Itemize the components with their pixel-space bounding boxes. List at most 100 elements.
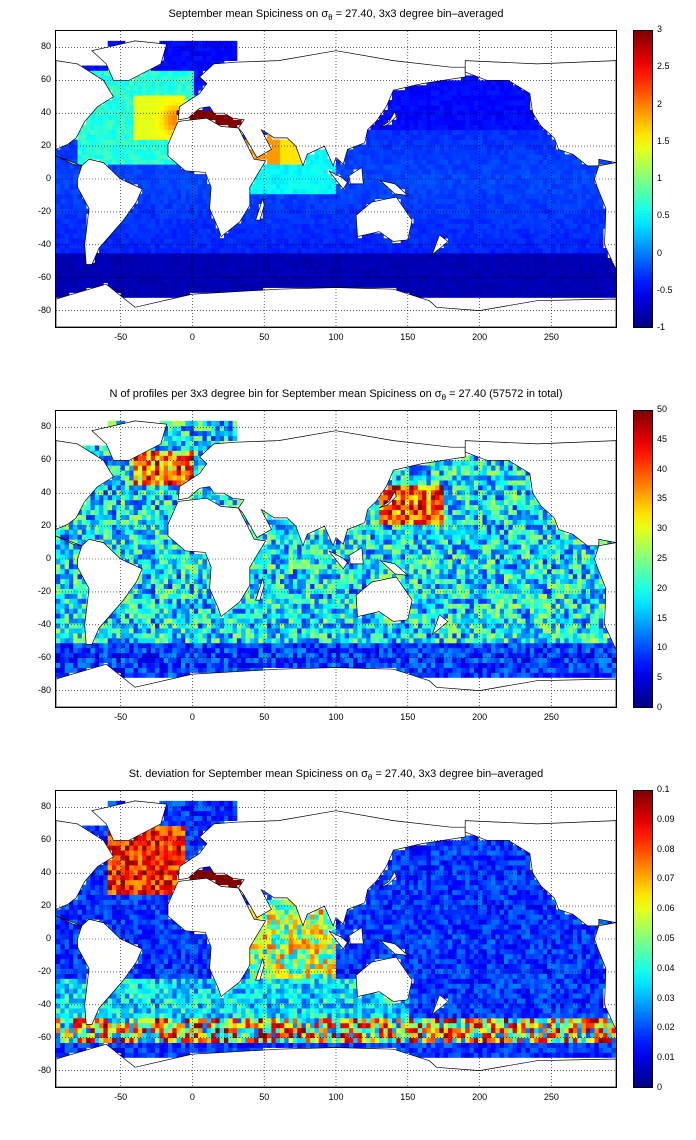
grid-cell [107, 267, 113, 274]
grid-cell [129, 129, 134, 135]
grid-cell [228, 277, 234, 283]
grid-cell [473, 179, 479, 185]
grid-cell [374, 154, 380, 160]
grid-cell [491, 243, 496, 249]
grid-cell [495, 129, 501, 135]
grid-cell [112, 287, 117, 293]
grid-cell [86, 445, 91, 451]
grid-cell [572, 282, 578, 288]
grid-cell [318, 282, 324, 288]
grid-cell [249, 287, 255, 293]
grid-cell [439, 105, 445, 111]
grid-cell [77, 287, 83, 293]
grid-cell [112, 139, 117, 145]
grid-cell [142, 524, 147, 530]
grid-cell [585, 262, 591, 269]
grid-cell [486, 169, 492, 175]
grid-cell [284, 277, 290, 283]
grid-cell [572, 188, 578, 195]
grid-cell [81, 228, 87, 234]
grid-cell [163, 233, 169, 239]
grid-cell [172, 233, 178, 239]
grid-cell [504, 95, 509, 101]
grid-cell [469, 144, 475, 150]
grid-cell [168, 183, 173, 190]
grid-cell [555, 253, 561, 259]
grid-cell [310, 164, 315, 170]
grid-cell [150, 114, 156, 121]
grid-cell [137, 494, 143, 501]
grid-cell [60, 228, 66, 234]
grid-cell [478, 267, 483, 274]
grid-cell [555, 203, 561, 209]
grid-cell [137, 272, 143, 279]
grid-cell [452, 90, 458, 96]
grid-cell [150, 70, 156, 76]
grid-cell [112, 544, 117, 550]
grid-cell [99, 499, 104, 506]
grid-cell [409, 203, 414, 209]
grid-cell [254, 193, 259, 200]
grid-cell [275, 257, 281, 264]
grid-cell [116, 470, 122, 476]
grid-cell [516, 282, 522, 288]
grid-cell [452, 169, 458, 175]
grid-cell [443, 119, 449, 126]
grid-cell [249, 183, 255, 190]
grid-cell [516, 144, 522, 150]
grid-cell [516, 95, 522, 101]
grid-cell [542, 164, 548, 170]
grid-cell [168, 282, 173, 288]
grid-cell [103, 80, 109, 86]
grid-cell [112, 529, 117, 535]
grid-cell [430, 267, 436, 274]
grid-cell [534, 233, 539, 239]
grid-cell [387, 277, 393, 283]
grid-cell [81, 588, 87, 594]
grid-cell [116, 628, 122, 634]
grid-cell [353, 238, 358, 244]
x-tick-label: 250 [543, 332, 559, 342]
grid-cell [404, 85, 410, 91]
grid-cell [112, 238, 117, 244]
grid-cell [547, 287, 552, 293]
grid-cell [107, 248, 113, 254]
grid-cell [478, 238, 483, 244]
grid-cell [142, 588, 147, 594]
grid-cell [133, 559, 139, 565]
grid-cell [206, 238, 212, 244]
grid-cell [590, 223, 595, 229]
grid-cell [486, 95, 492, 101]
grid-cell [86, 662, 91, 668]
grid-cell [142, 119, 147, 126]
grid-cell [64, 647, 70, 654]
grid-cell [142, 652, 147, 659]
grid-cell [435, 134, 440, 140]
grid-cell [116, 539, 122, 545]
grid-cell [129, 544, 134, 550]
grid-cell [193, 253, 199, 259]
grid-cell [439, 272, 445, 279]
grid-cell [607, 282, 613, 288]
grid-cell [568, 233, 574, 239]
grid-cell [456, 80, 462, 86]
grid-cell [396, 149, 402, 155]
grid-cell [99, 485, 104, 491]
grid-cell [64, 559, 70, 565]
grid-cell [112, 618, 117, 624]
grid-cell [361, 257, 367, 264]
grid-cell [168, 70, 173, 76]
grid-cell [525, 253, 531, 259]
grid-cell [568, 193, 574, 200]
grid-cell [465, 272, 470, 279]
grid-cell [590, 267, 595, 274]
grid-cell [142, 70, 147, 76]
grid-cell [392, 267, 397, 274]
grid-cell [146, 223, 152, 229]
grid-cell [310, 257, 315, 264]
grid-cell [163, 223, 169, 229]
grid-cell [150, 257, 156, 264]
grid-cell [146, 642, 152, 649]
grid-cell [590, 169, 595, 175]
grid-cell [124, 613, 130, 619]
